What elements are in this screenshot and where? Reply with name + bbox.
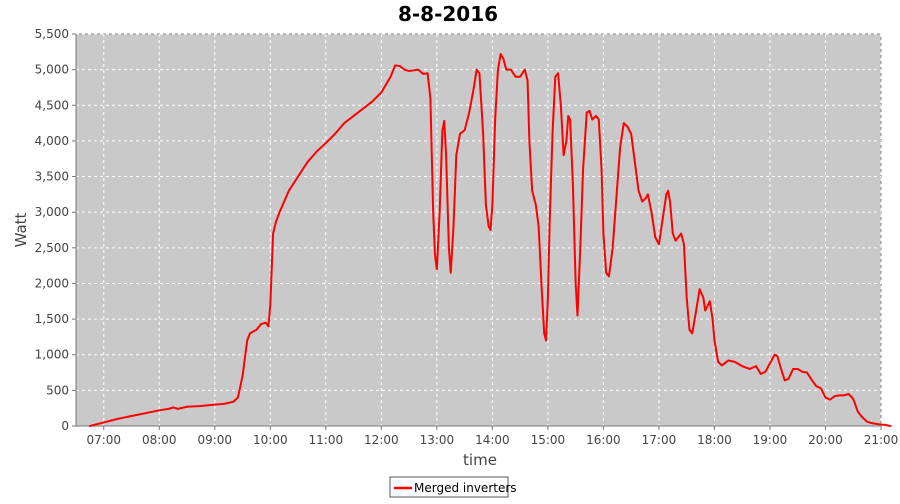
x-tick-label: 09:00 <box>197 433 232 447</box>
grid-lines <box>76 33 882 427</box>
x-tick-label: 21:00 <box>864 433 899 447</box>
x-tick-label: 12:00 <box>364 433 399 447</box>
x-tick-label: 19:00 <box>753 433 788 447</box>
chart-title: 8-8-2016 <box>398 2 498 26</box>
x-tick-label: 16:00 <box>586 433 621 447</box>
y-axis-ticks: 0 500 1,000 1,500 2,000 2,500 3,000 3,500 4,000 4… <box>35 27 76 433</box>
series-layer <box>88 52 892 427</box>
y-axis-label: Watt <box>12 212 30 247</box>
y-tick-label: 2,000 <box>35 276 69 290</box>
x-tick-label: 07:00 <box>86 433 121 447</box>
plot-area <box>75 33 882 427</box>
axes <box>75 34 881 427</box>
x-tick-label: 15:00 <box>531 433 566 447</box>
x-tick-label: 10:00 <box>253 433 288 447</box>
x-tick-label: 13:00 <box>420 433 455 447</box>
x-tick-label: 11:00 <box>309 433 344 447</box>
x-axis-ticks: 07:00 08:00 09:00 10:00 11:00 12:00 13:00 14:00… <box>86 426 898 447</box>
y-tick-label: 1,000 <box>35 348 69 362</box>
y-tick-label: 5,500 <box>35 27 69 41</box>
y-tick-label: 2,500 <box>35 241 69 255</box>
y-tick-label: 4,500 <box>35 98 69 112</box>
y-tick-label: 4,000 <box>35 134 69 148</box>
y-tick-label: 0 <box>61 419 69 433</box>
x-tick-label: 18:00 <box>697 433 732 447</box>
y-tick-label: 5,000 <box>35 63 69 77</box>
y-tick-label: 3,500 <box>35 170 69 184</box>
y-tick-label: 3,000 <box>35 205 69 219</box>
legend-label: Merged inverters <box>414 481 517 495</box>
x-tick-label: 14:00 <box>475 433 510 447</box>
legend-box <box>389 476 509 498</box>
y-tick-label: 1,500 <box>35 312 69 326</box>
x-tick-label: 08:00 <box>142 433 177 447</box>
x-axis-label: time <box>463 451 497 469</box>
legend: Merged inverters <box>389 476 517 498</box>
y-tick-label: 500 <box>46 383 69 397</box>
series-line-merged-inverters <box>88 52 892 427</box>
x-tick-label: 17:00 <box>642 433 677 447</box>
x-tick-label: 20:00 <box>808 433 843 447</box>
